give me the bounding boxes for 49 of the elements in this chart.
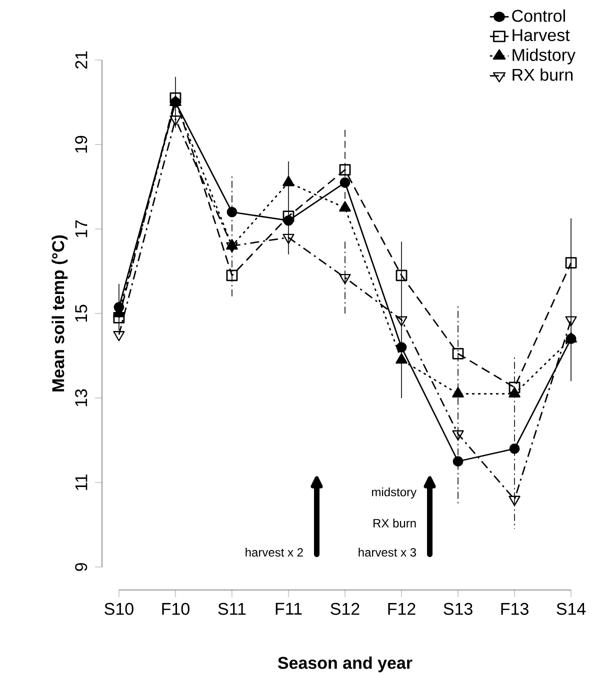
x-tick-label: F11 bbox=[276, 602, 302, 615]
annotation: RX burn bbox=[374, 518, 416, 528]
point bbox=[226, 206, 238, 218]
annotation: harvest x 2 bbox=[246, 548, 303, 557]
point bbox=[452, 430, 464, 441]
point bbox=[282, 176, 294, 186]
x-tick-label: S10 bbox=[104, 602, 134, 615]
x-tick-label: F10 bbox=[162, 602, 190, 615]
y-tick-label: 19 bbox=[75, 136, 88, 153]
annotation: harvest x 3 bbox=[358, 548, 416, 557]
annotation: midstory bbox=[372, 487, 417, 499]
legend-label: Control bbox=[512, 9, 565, 22]
point bbox=[339, 201, 351, 212]
legend-label: Harvest bbox=[512, 29, 570, 42]
point bbox=[396, 316, 408, 326]
point bbox=[113, 312, 125, 324]
point bbox=[226, 242, 238, 252]
x-tick-label: F13 bbox=[501, 602, 528, 615]
y-tick-label: 11 bbox=[75, 474, 88, 490]
x-tick-label: S12 bbox=[330, 602, 360, 615]
point bbox=[339, 274, 351, 284]
x-tick-label: S11 bbox=[218, 602, 246, 615]
point bbox=[339, 164, 351, 176]
point bbox=[509, 444, 520, 454]
point bbox=[452, 348, 464, 360]
y-tick-label: 15 bbox=[75, 304, 88, 322]
y-tick-label: 21 bbox=[75, 51, 88, 69]
point bbox=[396, 342, 407, 352]
y-axis-title: Mean soil temp (°C) bbox=[52, 235, 68, 392]
x-axis-title: Season and year bbox=[278, 656, 412, 672]
point bbox=[113, 331, 125, 342]
y-tick-label: 9 bbox=[75, 563, 88, 571]
point bbox=[565, 257, 577, 268]
point bbox=[226, 270, 238, 282]
x-tick-label: S14 bbox=[556, 602, 586, 615]
point bbox=[508, 496, 520, 506]
y-tick-label: 13 bbox=[75, 389, 88, 406]
legend-label: Midstory bbox=[512, 48, 576, 64]
point bbox=[565, 316, 577, 326]
point bbox=[170, 92, 182, 104]
point bbox=[282, 210, 294, 222]
x-tick-label: F12 bbox=[388, 602, 416, 615]
point bbox=[452, 456, 464, 467]
y-tick-label: 17 bbox=[75, 220, 88, 238]
point bbox=[396, 270, 408, 282]
point bbox=[508, 382, 520, 394]
x-tick-label: S13 bbox=[444, 602, 472, 615]
point bbox=[340, 177, 350, 188]
legend-label: RX burn bbox=[512, 68, 573, 81]
